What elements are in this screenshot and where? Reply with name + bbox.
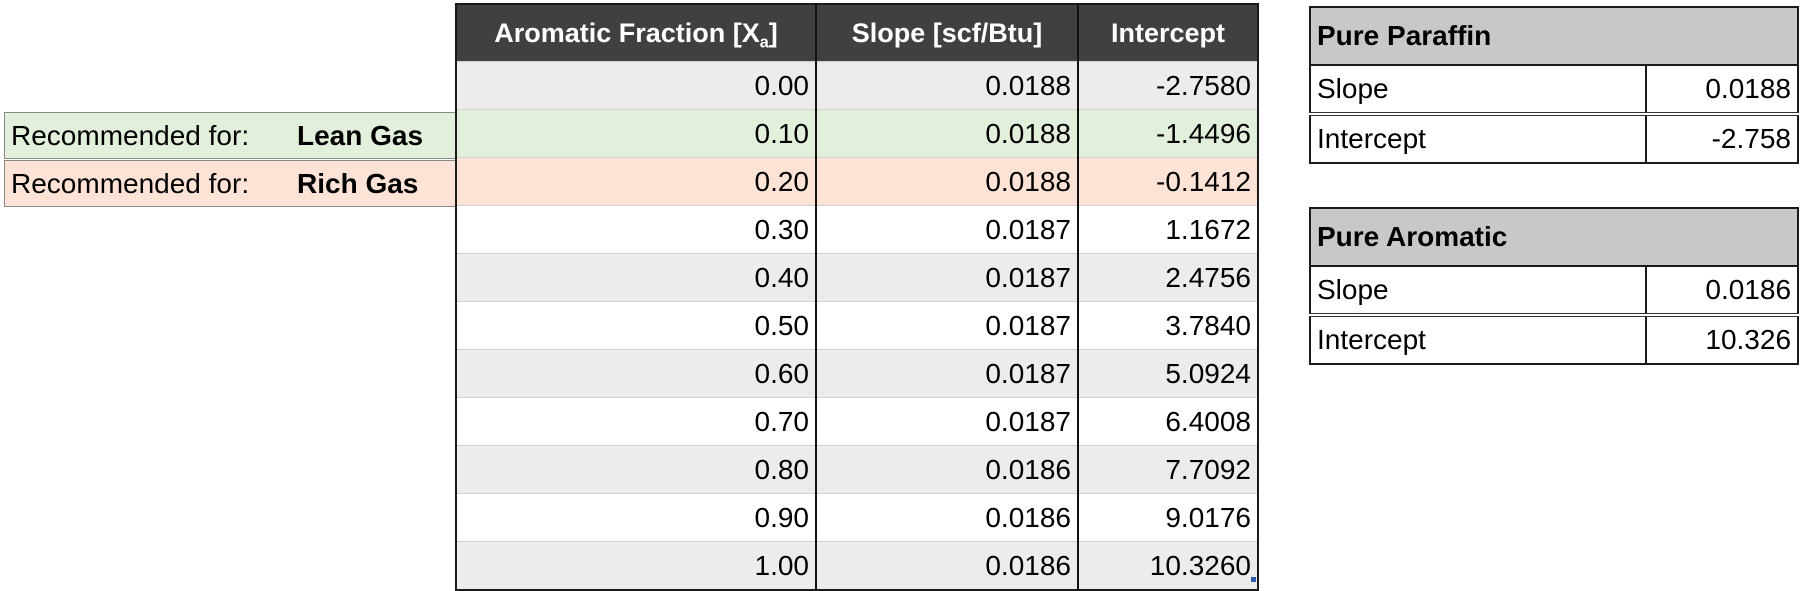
cell-aromatic-fraction[interactable]: 1.00	[456, 541, 817, 590]
cell-slope[interactable]: 0.0186	[816, 445, 1079, 494]
cell-aromatic-fraction[interactable]: 0.80	[456, 445, 817, 494]
cell-intercept[interactable]: -1.4496	[1078, 109, 1258, 158]
table-row: 0.10 0.0188 -1.4496	[456, 109, 1258, 158]
cell-slope[interactable]: 0.0188	[816, 157, 1079, 206]
intercept-label[interactable]: Intercept	[1310, 315, 1646, 364]
cell-slope[interactable]: 0.0187	[816, 349, 1079, 398]
table-row: 0.50 0.0187 3.7840	[456, 301, 1258, 350]
cell-aromatic-fraction[interactable]: 0.60	[456, 349, 817, 398]
table-row: 0.00 0.0188 -2.7580	[456, 61, 1258, 110]
recommendation-rich: Recommended for: Rich Gas	[4, 160, 455, 207]
intercept-label[interactable]: Intercept	[1310, 114, 1646, 163]
cell-slope[interactable]: 0.0187	[816, 301, 1079, 350]
cell-slope[interactable]: 0.0186	[816, 541, 1079, 590]
cell-intercept[interactable]: 10.3260	[1078, 541, 1258, 590]
cell-aromatic-fraction[interactable]: 0.90	[456, 493, 817, 542]
slope-label[interactable]: Slope	[1310, 65, 1646, 116]
pure-paraffin-title: Pure Paraffin	[1310, 7, 1798, 66]
recommendation-label: Recommended for:	[11, 167, 250, 199]
header-slope[interactable]: Slope [scf/Btu]	[816, 4, 1079, 62]
pure-paraffin-table: Pure Paraffin Slope 0.0188 Intercept -2.…	[1309, 6, 1799, 164]
table-row: Slope 0.0188	[1310, 65, 1798, 116]
cell-aromatic-fraction[interactable]: 0.30	[456, 205, 817, 254]
cell-intercept[interactable]: 3.7840	[1078, 301, 1258, 350]
cell-aromatic-fraction[interactable]: 0.70	[456, 397, 817, 446]
cell-intercept[interactable]: 7.7092	[1078, 445, 1258, 494]
intercept-value[interactable]: -2.758	[1645, 114, 1798, 163]
pure-aromatic-title: Pure Aromatic	[1310, 208, 1799, 267]
cell-intercept[interactable]: 9.0176	[1078, 493, 1258, 542]
table-row: Intercept 10.326	[1310, 315, 1799, 364]
header-intercept[interactable]: Intercept	[1078, 4, 1258, 62]
cell-intercept[interactable]: 1.1672	[1078, 205, 1258, 254]
slope-label[interactable]: Slope	[1310, 266, 1646, 317]
table-row: 0.80 0.0186 7.7092	[456, 445, 1258, 494]
table-row: 0.60 0.0187 5.0924	[456, 349, 1258, 398]
cell-aromatic-fraction[interactable]: 0.00	[456, 61, 817, 110]
recommendation-label: Recommended for:	[11, 119, 250, 151]
table-header-row: Aromatic Fraction [Xa] Slope [scf/Btu] I…	[456, 4, 1258, 62]
cell-intercept[interactable]: -2.7580	[1078, 61, 1258, 110]
intercept-value[interactable]: 10.326	[1644, 315, 1799, 364]
aromatic-fraction-table: Aromatic Fraction [Xa] Slope [scf/Btu] I…	[455, 3, 1259, 591]
slope-value[interactable]: 0.0186	[1644, 266, 1799, 317]
cell-intercept[interactable]: 5.0924	[1078, 349, 1258, 398]
cell-aromatic-fraction[interactable]: 0.20	[456, 157, 817, 206]
table-row: 1.00 0.0186 10.3260	[456, 541, 1258, 590]
table-row: Slope 0.0186	[1310, 266, 1799, 317]
table-row: 0.20 0.0188 -0.1412	[456, 157, 1258, 206]
cell-intercept[interactable]: 6.4008	[1078, 397, 1258, 446]
table-row: Intercept -2.758	[1310, 114, 1798, 163]
cell-slope[interactable]: 0.0187	[816, 205, 1079, 254]
fill-handle[interactable]	[1251, 577, 1256, 582]
cell-aromatic-fraction[interactable]: 0.10	[456, 109, 817, 158]
cell-slope[interactable]: 0.0188	[816, 61, 1079, 110]
table-row: 0.70 0.0187 6.4008	[456, 397, 1258, 446]
recommendation-value: Lean Gas	[297, 119, 424, 151]
cell-intercept[interactable]: -0.1412	[1078, 157, 1258, 206]
cell-slope[interactable]: 0.0188	[816, 109, 1079, 158]
recommendation-value: Rich Gas	[297, 167, 419, 199]
table-row: 0.90 0.0186 9.0176	[456, 493, 1258, 542]
cell-slope[interactable]: 0.0187	[816, 397, 1079, 446]
pure-aromatic-table: Pure Aromatic Slope 0.0186 Intercept 10.…	[1309, 207, 1800, 365]
recommendation-lean: Recommended for: Lean Gas	[4, 112, 455, 159]
cell-slope[interactable]: 0.0186	[816, 493, 1079, 542]
cell-aromatic-fraction[interactable]: 0.40	[456, 253, 817, 302]
cell-aromatic-fraction[interactable]: 0.50	[456, 301, 817, 350]
slope-value[interactable]: 0.0188	[1645, 65, 1798, 116]
cell-intercept[interactable]: 2.4756	[1078, 253, 1258, 302]
table-row: 0.40 0.0187 2.4756	[456, 253, 1258, 302]
cell-slope[interactable]: 0.0187	[816, 253, 1079, 302]
table-row: 0.30 0.0187 1.1672	[456, 205, 1258, 254]
header-aromatic-fraction[interactable]: Aromatic Fraction [Xa]	[456, 4, 817, 62]
